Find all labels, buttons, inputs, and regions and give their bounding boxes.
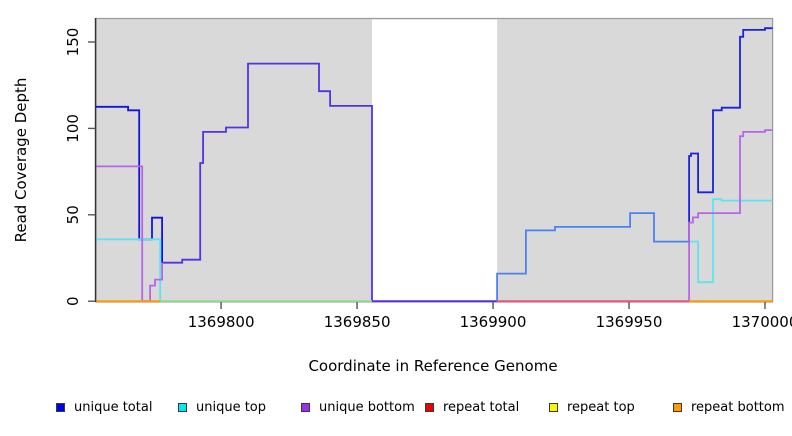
y-axis-title: Read Coverage Depth [12, 78, 30, 243]
x-axis-title: Coordinate in Reference Genome [308, 357, 557, 375]
svg-text:100: 100 [64, 114, 82, 143]
repeat-total-swatch-icon [425, 402, 434, 412]
svg-text:1370000: 1370000 [732, 313, 792, 331]
legend-item-unique-top: unique top [178, 399, 266, 415]
svg-text:1369850: 1369850 [324, 313, 391, 331]
series-lines [96, 27, 773, 303]
svg-text:1369900: 1369900 [460, 313, 527, 331]
legend-item-repeat-bottom: repeat bottom [673, 399, 785, 415]
legend-label: unique total [74, 399, 153, 415]
legend-label: unique bottom [319, 399, 415, 415]
axes: 0 50 100 150 1369800 1369850 1369900 1369950 137… [64, 18, 792, 331]
repeat-bottom-swatch-icon [673, 402, 682, 412]
unique-total-swatch-icon [56, 402, 65, 412]
legend: unique total unique top unique bottom re… [0, 399, 792, 419]
legend-label: repeat total [443, 399, 520, 415]
unique-top-swatch-icon [178, 402, 187, 412]
legend-item-unique-total: unique total [56, 399, 152, 415]
svg-text:1369800: 1369800 [188, 313, 255, 331]
svg-text:0: 0 [64, 296, 82, 306]
repeat-top-swatch-icon [549, 402, 558, 412]
plot-panel [95, 17, 774, 303]
svg-text:1369950: 1369950 [596, 313, 663, 331]
legend-label: repeat bottom [691, 399, 785, 415]
unique-bottom-swatch-icon [301, 402, 310, 412]
svg-text:50: 50 [64, 205, 82, 224]
legend-item-repeat-total: repeat total [425, 399, 519, 415]
legend-label: repeat top [567, 399, 635, 415]
svg-text:150: 150 [64, 28, 82, 57]
legend-item-repeat-top: repeat top [549, 399, 635, 415]
legend-label: unique top [196, 399, 267, 415]
legend-item-unique-bottom: unique bottom [301, 399, 415, 415]
